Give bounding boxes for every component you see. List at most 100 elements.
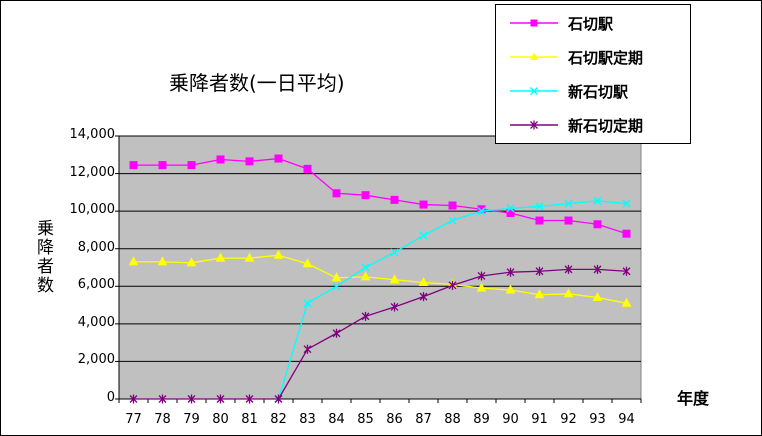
data-point-2 <box>302 258 313 268</box>
data-point-4 <box>506 267 515 277</box>
data-point-2 <box>360 271 371 281</box>
x-axis-label: 年度 <box>677 389 710 408</box>
legend-item: 新石切定期 <box>506 113 686 137</box>
x-tick-label: 80 <box>212 412 229 427</box>
x-tick-label: 87 <box>415 412 432 427</box>
data-point-1 <box>245 157 254 166</box>
data-point-2 <box>128 256 139 266</box>
data-point-3 <box>506 204 515 213</box>
data-point-4 <box>419 292 428 302</box>
x-tick-label: 83 <box>299 412 316 427</box>
legend-swatch <box>510 19 558 27</box>
x-tick-label: 79 <box>183 412 200 427</box>
x-tick-label: 85 <box>357 412 374 427</box>
x-tick-label: 92 <box>560 412 577 427</box>
y-tick-label: 10,000 <box>69 202 116 218</box>
data-point-3 <box>361 263 370 272</box>
x-tick-label: 78 <box>154 412 171 427</box>
series-line-4 <box>133 268 627 400</box>
data-point-4 <box>361 311 370 321</box>
data-point-3 <box>593 196 602 205</box>
data-point-2 <box>273 249 284 259</box>
legend-item: 石切駅 <box>506 11 686 35</box>
y-tick-label: 2,000 <box>77 352 115 368</box>
data-point-1 <box>158 161 167 170</box>
data-point-4 <box>332 328 341 338</box>
data-point-2 <box>621 297 632 307</box>
x-tick-label: 77 <box>125 412 142 427</box>
legend-item: 石切駅定期 <box>506 45 686 69</box>
legend-swatch <box>510 52 558 60</box>
data-point-2 <box>215 252 226 262</box>
data-point-1 <box>419 200 428 209</box>
data-point-4 <box>187 394 196 404</box>
data-point-2 <box>331 272 342 282</box>
data-point-1 <box>622 229 631 238</box>
data-point-4 <box>216 394 225 404</box>
y-tick-label: 8,000 <box>77 239 115 255</box>
data-point-1 <box>390 195 399 204</box>
plot-area <box>118 135 642 400</box>
data-point-3 <box>303 299 312 308</box>
data-point-1 <box>216 155 225 164</box>
data-point-3 <box>564 199 573 208</box>
data-point-1 <box>187 161 196 170</box>
data-point-4 <box>390 302 399 312</box>
x-tick-label: 88 <box>444 412 461 427</box>
x-tick-label: 94 <box>618 412 635 427</box>
data-point-1 <box>448 201 457 210</box>
legend-label: 石切駅定期 <box>568 49 644 67</box>
data-point-4 <box>129 394 138 404</box>
legend-swatch <box>510 86 558 96</box>
data-point-1 <box>564 216 573 225</box>
data-point-2 <box>563 288 574 298</box>
data-point-4 <box>535 266 544 276</box>
data-point-1 <box>274 154 283 163</box>
data-point-4 <box>564 264 573 274</box>
y-tick-label: 14,000 <box>69 127 116 142</box>
data-point-2 <box>186 257 197 267</box>
x-tick-label: 81 <box>241 412 258 427</box>
data-point-2 <box>592 291 603 302</box>
data-point-3 <box>448 216 457 225</box>
data-point-4 <box>158 394 167 404</box>
legend-marker <box>530 19 538 27</box>
data-point-3 <box>622 199 631 208</box>
data-point-2 <box>534 289 545 299</box>
y-tick-label: 6,000 <box>77 277 115 293</box>
legend-marker <box>530 120 538 130</box>
x-tick-label: 82 <box>270 412 287 427</box>
data-point-1 <box>303 164 312 173</box>
x-tick-label: 93 <box>589 412 606 427</box>
data-point-3 <box>535 202 544 211</box>
data-point-1 <box>593 220 602 229</box>
y-tick-label: 12,000 <box>69 164 116 180</box>
data-point-1 <box>535 216 544 225</box>
x-tick-label: 84 <box>328 412 345 427</box>
data-point-3 <box>419 231 428 240</box>
series-line-1 <box>133 157 627 235</box>
data-point-2 <box>476 282 487 292</box>
data-point-3 <box>390 248 399 257</box>
legend-label: 新石切駅 <box>568 83 629 101</box>
legend-marker <box>530 52 538 60</box>
x-tick-label: 90 <box>502 412 519 427</box>
legend-swatch <box>510 120 558 130</box>
chart-title: 乗降者数(一日平均) <box>169 71 345 95</box>
x-tick-label: 91 <box>531 412 548 427</box>
data-point-3 <box>477 207 486 216</box>
data-point-2 <box>244 252 255 262</box>
y-axis-label: 乗降者数 <box>33 219 53 295</box>
data-point-4 <box>448 280 457 290</box>
x-tick-label: 89 <box>473 412 490 427</box>
data-point-2 <box>389 274 400 284</box>
data-point-3 <box>332 282 341 291</box>
data-point-1 <box>477 205 486 214</box>
series-line-2 <box>133 254 627 304</box>
legend: 石切駅石切駅定期新石切駅新石切定期 <box>495 4 691 144</box>
data-point-4 <box>274 394 283 404</box>
data-point-1 <box>506 209 515 218</box>
y-tick-label: 4,000 <box>77 314 115 330</box>
